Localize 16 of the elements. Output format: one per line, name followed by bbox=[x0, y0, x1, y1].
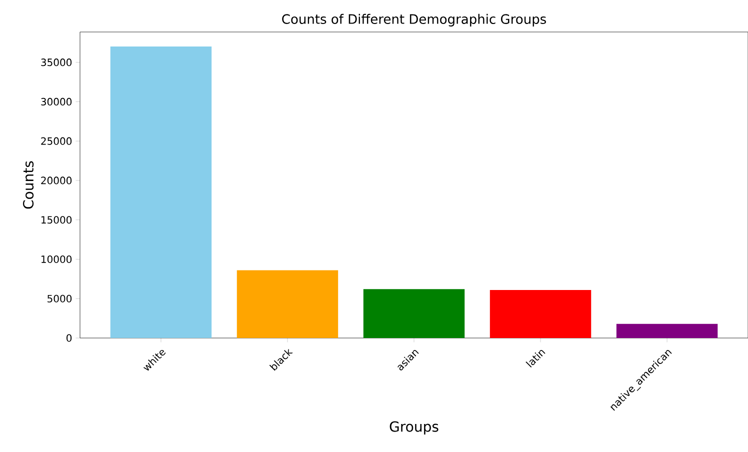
chart-title: Counts of Different Demographic Groups bbox=[282, 14, 546, 26]
y-tick-label: 0 bbox=[66, 334, 72, 342]
y-axis-title: Counts bbox=[22, 161, 34, 209]
bar bbox=[110, 46, 212, 338]
y-tick-label: 20000 bbox=[41, 176, 72, 184]
bar bbox=[490, 290, 592, 338]
bar bbox=[616, 324, 718, 338]
y-tick-label: 35000 bbox=[41, 58, 72, 66]
y-tick-label: 15000 bbox=[42, 216, 72, 224]
bar bbox=[363, 289, 465, 338]
y-tick-label: 30000 bbox=[41, 98, 72, 106]
bar bbox=[236, 270, 338, 338]
x-axis-title: Groups bbox=[390, 421, 438, 435]
y-tick-label: 5000 bbox=[48, 294, 72, 302]
y-tick-label: 10000 bbox=[42, 255, 72, 264]
y-tick-label: 25000 bbox=[41, 137, 72, 145]
